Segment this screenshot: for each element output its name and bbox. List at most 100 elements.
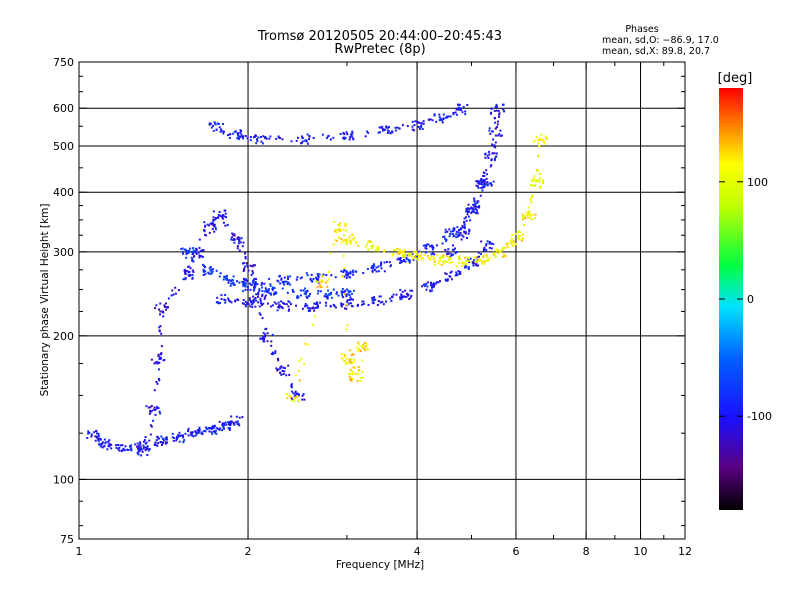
echo-point: [195, 252, 198, 255]
echo-point: [424, 283, 427, 286]
echo-point: [485, 259, 488, 262]
echo-point: [347, 291, 350, 293]
echo-point: [349, 302, 352, 305]
echo-point: [485, 183, 488, 186]
echo-point: [495, 249, 498, 252]
echo-point: [287, 305, 290, 308]
echo-point: [546, 137, 549, 140]
echo-point: [101, 446, 104, 449]
echo-point: [188, 275, 191, 277]
echo-point: [382, 303, 385, 306]
echo-point: [484, 156, 487, 159]
echo-point: [337, 228, 340, 231]
echo-point: [494, 134, 497, 137]
echo-point: [448, 275, 451, 278]
echo-point: [317, 278, 320, 281]
echo-point: [201, 256, 204, 258]
echo-point: [220, 298, 223, 301]
echo-point: [215, 432, 218, 435]
echo-point: [310, 279, 313, 282]
echo-point: [251, 302, 254, 305]
echo-point: [224, 277, 227, 280]
echo-point: [530, 201, 533, 204]
echo-point: [293, 397, 295, 400]
echo-point: [326, 137, 328, 139]
echo-point: [437, 262, 440, 265]
echo-point: [255, 278, 258, 281]
echo-point: [351, 130, 354, 133]
echo-point: [95, 429, 98, 432]
echo-point: [421, 128, 424, 130]
echo-point: [160, 357, 162, 360]
echo-point: [445, 260, 448, 263]
echo-point: [94, 439, 97, 442]
echo-point: [242, 280, 245, 283]
echo-point: [343, 234, 345, 237]
echo-point: [481, 262, 484, 265]
echo-point: [263, 296, 266, 299]
echo-point: [255, 293, 258, 296]
echo-point: [497, 249, 500, 252]
echo-point: [237, 422, 240, 425]
echo-point: [258, 305, 261, 308]
echo-point: [230, 420, 232, 423]
echo-point: [366, 130, 369, 133]
echo-point: [157, 377, 160, 380]
echo-point: [413, 256, 416, 259]
echo-point: [273, 293, 275, 296]
echo-point: [449, 115, 452, 118]
echo-point: [344, 289, 347, 292]
echo-point: [224, 294, 227, 296]
echo-point: [351, 373, 354, 376]
echo-point: [345, 295, 348, 298]
echo-point: [441, 242, 444, 245]
echo-point: [192, 271, 195, 273]
echo-point: [439, 118, 442, 121]
echo-point: [467, 257, 470, 260]
echo-point: [211, 432, 214, 435]
echo-point: [394, 248, 397, 251]
echo-point: [323, 295, 326, 298]
echo-point: [262, 340, 265, 343]
echo-point: [98, 443, 101, 446]
echo-point: [214, 429, 217, 432]
echo-point: [198, 430, 201, 433]
echo-point: [295, 393, 298, 395]
echo-point: [190, 256, 193, 259]
echo-point: [164, 441, 167, 444]
echo-point: [270, 293, 273, 296]
echo-point: [318, 283, 321, 286]
echo-point: [236, 280, 238, 283]
echo-point: [288, 301, 291, 304]
echo-point: [270, 353, 273, 355]
echo-point: [344, 229, 347, 232]
echo-point: [328, 293, 331, 296]
echo-point: [217, 216, 220, 219]
echo-point: [199, 249, 202, 252]
echo-point: [494, 256, 497, 258]
echo-point: [360, 344, 363, 347]
echo-point: [232, 275, 235, 278]
echo-point: [510, 237, 513, 240]
echo-point: [279, 282, 282, 285]
echo-point: [216, 296, 219, 299]
echo-point: [450, 253, 453, 256]
echo-point: [319, 290, 322, 293]
echo-point: [263, 297, 266, 300]
echo-point: [361, 347, 364, 349]
echo-point: [432, 256, 435, 259]
echo-point: [457, 231, 460, 234]
echo-point: [171, 289, 174, 292]
echo-point: [433, 285, 435, 288]
echo-point: [426, 281, 429, 284]
echo-point: [467, 232, 470, 235]
echo-point: [316, 286, 319, 289]
echo-point: [329, 252, 332, 255]
echo-point: [101, 442, 103, 445]
echo-point: [280, 373, 283, 376]
echo-point: [253, 298, 256, 301]
echo-point: [342, 271, 345, 273]
echo-point: [144, 436, 147, 438]
echo-point: [218, 275, 221, 278]
echo-point: [406, 125, 409, 127]
